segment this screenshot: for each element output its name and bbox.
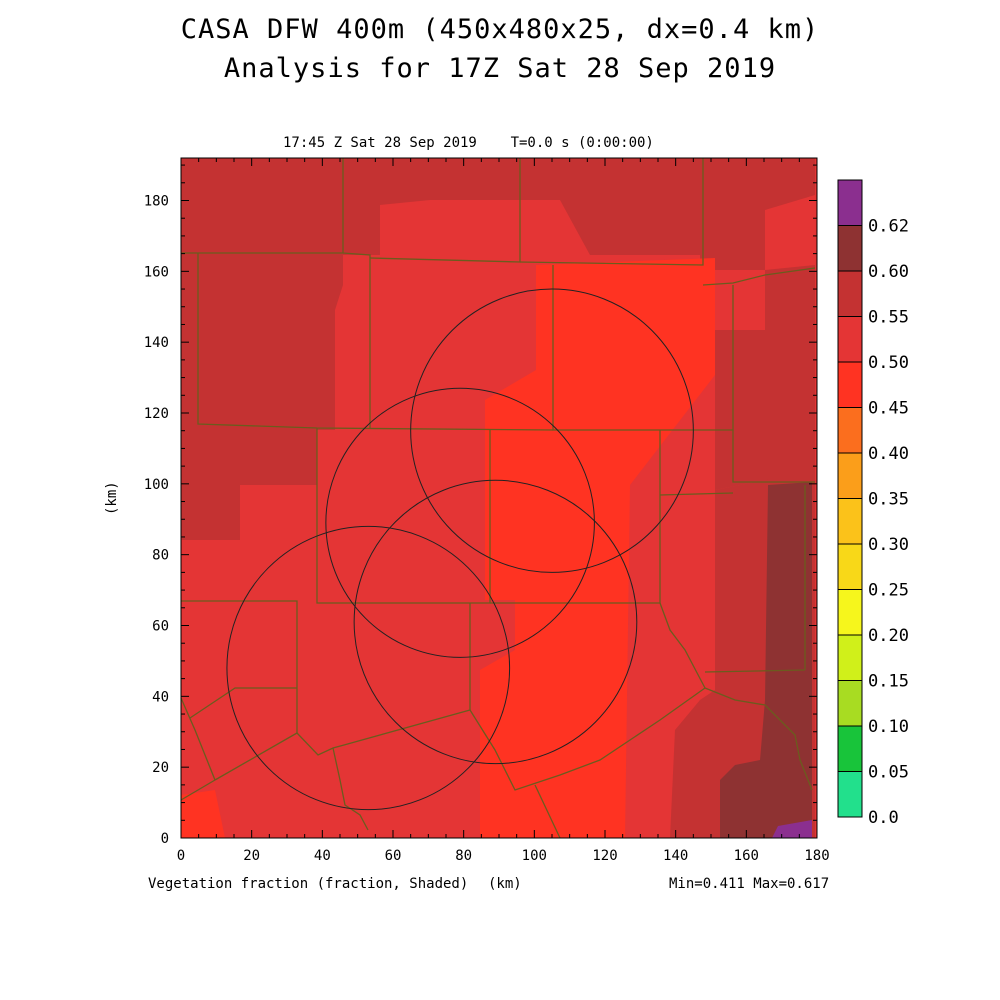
field-region bbox=[715, 265, 815, 490]
radar-range-ring bbox=[410, 288, 694, 573]
colorbar-swatch bbox=[837, 361, 863, 408]
y-tick-label: 160 bbox=[144, 264, 169, 280]
x-tick-label: 0 bbox=[177, 848, 185, 864]
county-boundary bbox=[197, 253, 554, 431]
county-boundary bbox=[704, 687, 813, 791]
colorbar-swatch bbox=[837, 452, 863, 499]
county-boundary bbox=[659, 492, 734, 496]
min-max-label: Min=0.411 Max=0.617 bbox=[669, 876, 830, 892]
field-region bbox=[720, 482, 812, 838]
y-tick-label: 180 bbox=[144, 194, 169, 210]
field-region bbox=[181, 790, 225, 838]
county-boundary bbox=[180, 697, 216, 781]
colorbar-swatch bbox=[837, 543, 863, 590]
chart-title: CASA DFW 400m (450x480x25, dx=0.4 km) bbox=[180, 14, 820, 45]
field-region bbox=[480, 258, 715, 838]
radar-range-ring bbox=[226, 525, 511, 811]
x-tick-label: 80 bbox=[455, 848, 472, 864]
y-tick-label: 20 bbox=[152, 760, 169, 776]
county-boundary bbox=[214, 732, 298, 781]
x-tick-label: 20 bbox=[243, 848, 260, 864]
colorbar-label: 0.20 bbox=[868, 626, 909, 646]
colorbar-swatch bbox=[837, 179, 863, 226]
county-boundary bbox=[332, 747, 369, 831]
colorbar-swatch bbox=[837, 316, 863, 363]
plot-time-label: 17:45 Z Sat 28 Sep 2019 T=0.0 s (0:00:00… bbox=[283, 135, 654, 151]
colorbar-label: 0.15 bbox=[868, 672, 909, 692]
y-tick-label: 120 bbox=[144, 406, 169, 422]
x-tick-label: 40 bbox=[314, 848, 331, 864]
x-tick-label: 160 bbox=[734, 848, 759, 864]
county-boundary bbox=[732, 430, 815, 483]
colorbar-label: 0.60 bbox=[868, 262, 909, 282]
field-label: Vegetation fraction (fraction, Shaded) bbox=[148, 876, 469, 892]
field-region bbox=[181, 255, 343, 540]
county-boundary bbox=[534, 784, 561, 839]
colorbar-swatch bbox=[837, 270, 863, 317]
county-boundary bbox=[296, 603, 471, 756]
x-tick-label: 60 bbox=[385, 848, 402, 864]
x-tick-label: 140 bbox=[663, 848, 688, 864]
county-boundary bbox=[469, 687, 706, 791]
colorbar-label: 0.05 bbox=[868, 763, 909, 783]
county-boundary bbox=[704, 669, 806, 673]
colorbar-label: 0.40 bbox=[868, 444, 909, 464]
colorbar-swatch bbox=[837, 771, 863, 818]
x-tick-label: 180 bbox=[804, 848, 829, 864]
y-tick-label: 80 bbox=[152, 548, 169, 564]
colorbar-label: 0.25 bbox=[868, 581, 909, 601]
y-tick-label: 40 bbox=[152, 689, 169, 705]
county-boundary bbox=[180, 779, 216, 801]
county-boundary bbox=[552, 265, 734, 431]
county-boundary bbox=[181, 600, 298, 733]
colorbar-swatch bbox=[837, 498, 863, 545]
radar-range-ring bbox=[325, 387, 595, 658]
colorbar-swatch bbox=[837, 225, 863, 272]
county-boundary bbox=[519, 158, 704, 266]
colorbar-swatch bbox=[837, 634, 863, 681]
colorbar-label: 0.62 bbox=[868, 217, 909, 237]
colorbar-label: 0.55 bbox=[868, 308, 909, 328]
colorbar-swatch bbox=[837, 680, 863, 727]
county-boundary bbox=[316, 428, 491, 604]
county-boundary bbox=[189, 687, 297, 719]
county-boundary bbox=[702, 267, 816, 286]
county-boundary bbox=[342, 252, 371, 428]
y-tick-label: 140 bbox=[144, 335, 169, 351]
y-tick-label: 0 bbox=[161, 831, 169, 847]
colorbar-label: 0.30 bbox=[868, 535, 909, 555]
colorbar-label: 0.0 bbox=[868, 808, 899, 828]
y-tick-label: 100 bbox=[144, 477, 169, 493]
colorbar-label: 0.45 bbox=[868, 399, 909, 419]
y-tick-label: 60 bbox=[152, 619, 169, 635]
x-tick-label: 120 bbox=[592, 848, 617, 864]
chart-subtitle-analysis: Analysis for 17Z Sat 28 Sep 2019 bbox=[223, 53, 777, 84]
radar-range-ring bbox=[353, 479, 638, 765]
colorbar-swatch bbox=[837, 725, 863, 772]
county-boundary bbox=[659, 602, 706, 689]
x-tick-label: 100 bbox=[522, 848, 547, 864]
field-region bbox=[343, 158, 815, 270]
field-region bbox=[772, 820, 812, 838]
field-region bbox=[181, 158, 343, 255]
x-axis-unit: (km) bbox=[488, 876, 522, 892]
colorbar-label: 0.50 bbox=[868, 353, 909, 373]
colorbar-swatch bbox=[837, 407, 863, 454]
colorbar-label: 0.35 bbox=[868, 490, 909, 510]
colorbar-swatch bbox=[837, 589, 863, 636]
colorbar-label: 0.10 bbox=[868, 717, 909, 737]
